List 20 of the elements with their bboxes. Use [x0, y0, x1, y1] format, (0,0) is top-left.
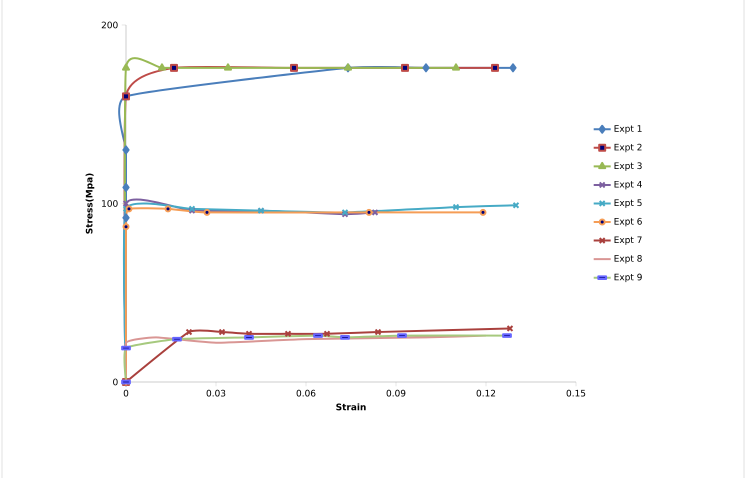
legend-label: Expt 1: [614, 125, 642, 134]
legend-label: Expt 2: [614, 144, 642, 152]
legend-label: Expt 4: [614, 180, 642, 190]
x-tick-label: 0.15: [566, 390, 586, 397]
x-tick-label: 0.12: [476, 390, 496, 397]
legend-label: Expt 5: [614, 199, 642, 208]
y-tick-label: 100: [102, 200, 118, 207]
legend-label: Expt 9: [614, 274, 642, 282]
y-axis-title: Stress(Mpa): [86, 174, 94, 234]
y-tick-label: 0: [113, 378, 118, 386]
y-tick-label: 200: [102, 22, 118, 28]
x-tick-label: 0: [124, 390, 128, 397]
legend-label: Expt 3: [614, 162, 642, 171]
legend-label: Expt 8: [614, 255, 642, 264]
x-axis-title: Strain: [336, 403, 366, 410]
legend-label: Expt 6: [614, 218, 642, 226]
x-tick-label: 0.03: [206, 390, 226, 397]
legend-label: Expt 7: [614, 236, 642, 245]
x-tick-label: 0.09: [386, 390, 406, 397]
x-tick-label: 0.06: [296, 390, 316, 397]
